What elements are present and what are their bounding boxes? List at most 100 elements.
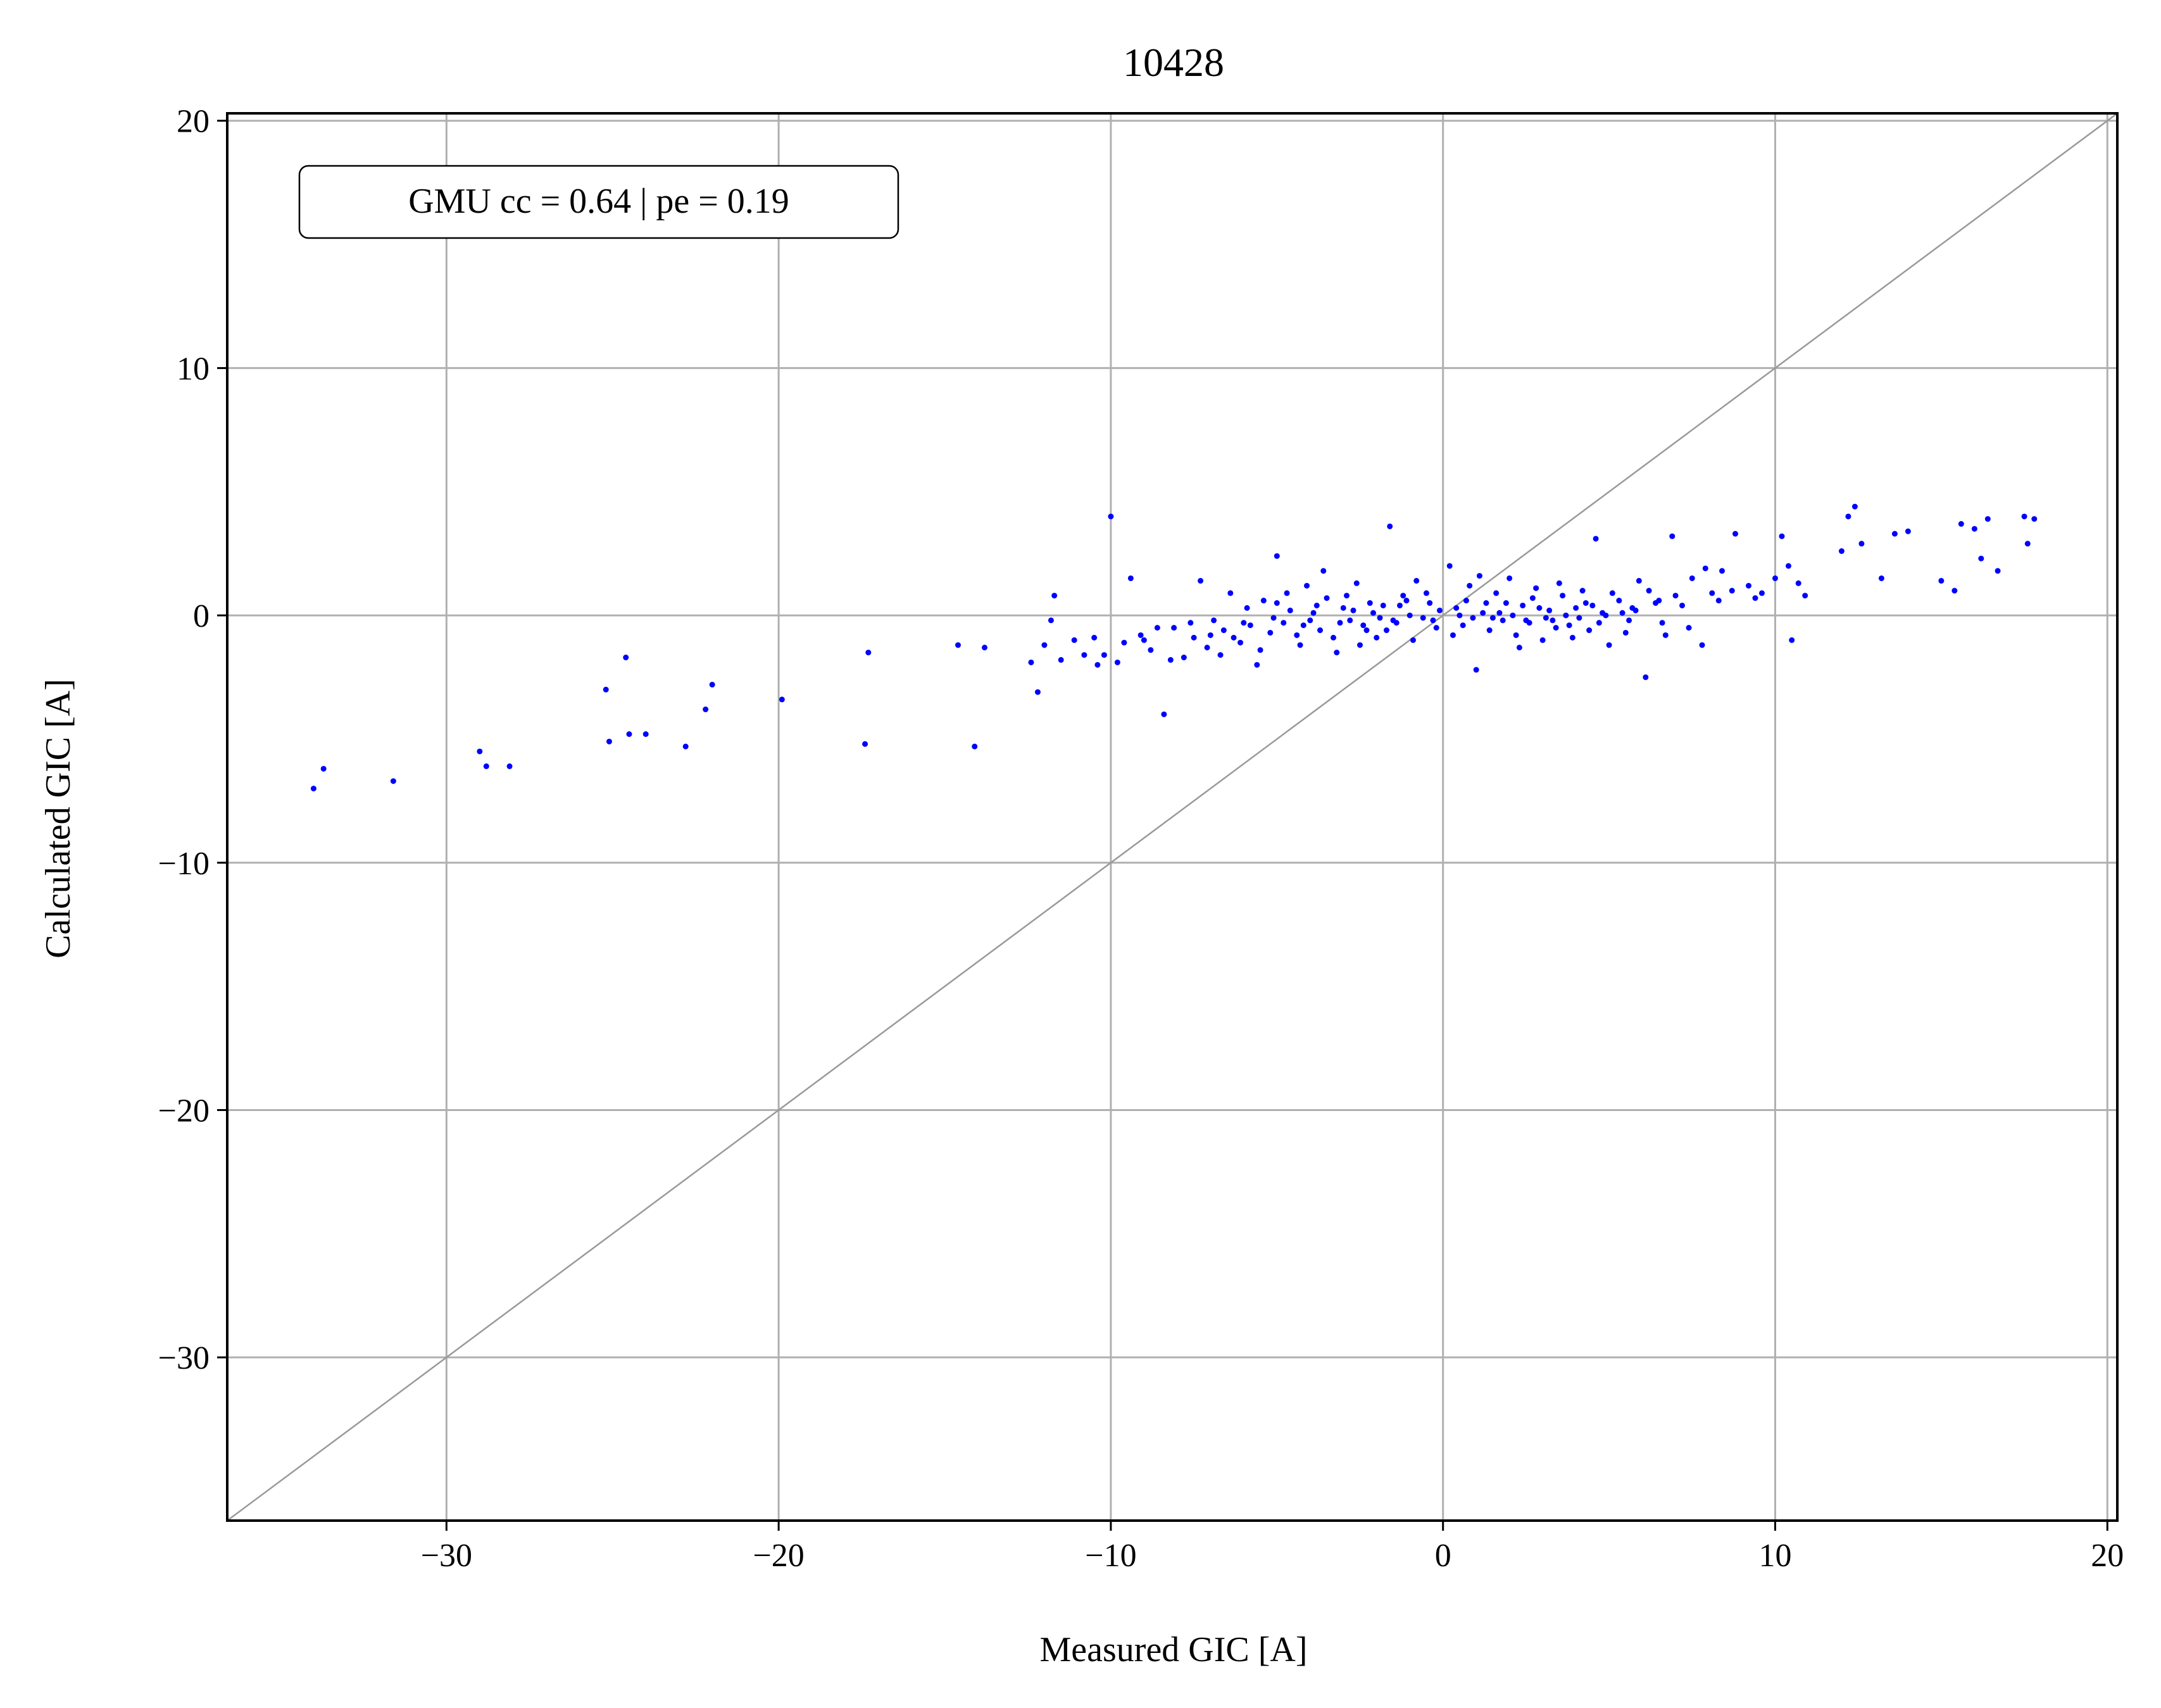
data-point xyxy=(2021,513,2027,520)
data-point xyxy=(1456,612,1463,619)
data-point xyxy=(1374,634,1380,641)
data-point xyxy=(1489,615,1496,621)
data-point xyxy=(1553,625,1559,631)
data-point xyxy=(1423,590,1429,596)
data-point xyxy=(1420,615,1426,621)
data-point xyxy=(1127,575,1134,581)
data-point xyxy=(1951,587,1958,594)
data-point xyxy=(1656,598,1662,604)
data-point xyxy=(1579,587,1586,594)
data-point xyxy=(1958,521,1964,527)
data-point xyxy=(1795,580,1801,586)
data-point xyxy=(1978,555,1984,562)
data-point xyxy=(1563,612,1569,619)
data-point xyxy=(1643,674,1649,681)
data-point xyxy=(1785,563,1791,569)
data-point xyxy=(1390,617,1396,624)
data-point xyxy=(642,731,649,738)
data-point xyxy=(1383,627,1389,634)
data-point xyxy=(1353,580,1360,586)
data-point xyxy=(1367,600,1373,606)
data-point xyxy=(1220,627,1227,634)
data-point xyxy=(1281,620,1287,626)
data-point xyxy=(626,731,632,738)
data-point xyxy=(1211,617,1217,624)
data-point xyxy=(1241,620,1247,626)
data-point xyxy=(1702,565,1708,572)
data-point xyxy=(1745,582,1751,589)
data-point xyxy=(865,650,872,656)
data-point xyxy=(1838,548,1845,555)
data-point xyxy=(1167,656,1174,663)
data-point xyxy=(1217,652,1224,658)
data-point xyxy=(1254,662,1260,668)
data-point xyxy=(1377,615,1383,621)
data-point xyxy=(1334,650,1340,656)
data-point xyxy=(1410,637,1416,643)
data-point xyxy=(1480,610,1486,616)
y-ticks: −30 −20 −10 0 10 20 xyxy=(158,104,227,1376)
y-tick-label: −20 xyxy=(158,1093,210,1129)
y-axis-label: Calculated GIC [A] xyxy=(39,679,78,958)
data-point xyxy=(1715,598,1722,604)
data-point xyxy=(1467,582,1473,589)
data-point xyxy=(1344,593,1350,599)
data-point xyxy=(1510,612,1516,619)
data-point xyxy=(1370,610,1376,616)
data-point xyxy=(1297,642,1303,648)
data-point xyxy=(1347,617,1353,624)
data-point xyxy=(1108,513,1114,520)
data-point xyxy=(1556,580,1562,586)
data-point xyxy=(1516,644,1522,651)
data-point xyxy=(1845,513,1851,520)
data-point xyxy=(606,738,612,744)
x-axis-label: Measured GIC [A] xyxy=(1040,1630,1308,1669)
data-point xyxy=(1453,605,1460,611)
data-point xyxy=(1274,600,1280,606)
data-point xyxy=(1659,620,1665,626)
data-point xyxy=(1483,600,1489,606)
data-point xyxy=(1191,634,1197,641)
data-point xyxy=(1340,605,1346,611)
data-point xyxy=(310,786,316,792)
data-point xyxy=(1101,652,1107,658)
data-point xyxy=(1231,634,1237,641)
data-point xyxy=(981,644,987,651)
data-point xyxy=(1380,602,1386,608)
data-point xyxy=(1198,577,1204,584)
data-point xyxy=(1493,590,1500,596)
data-point xyxy=(1719,568,1726,574)
data-point xyxy=(1300,622,1306,629)
x-tick-label: −20 xyxy=(753,1538,804,1574)
data-point xyxy=(1629,605,1636,611)
data-point xyxy=(1161,711,1167,717)
annotation-text: GMU cc = 0.64 | pe = 0.19 xyxy=(408,182,789,221)
data-point xyxy=(1154,625,1160,631)
data-point xyxy=(1403,598,1410,604)
data-point xyxy=(1137,632,1144,638)
stats-annotation: GMU cc = 0.64 | pe = 0.19 xyxy=(298,165,899,239)
data-point xyxy=(1476,573,1482,579)
data-point xyxy=(1772,575,1778,581)
data-point xyxy=(1207,632,1213,638)
data-point xyxy=(1609,590,1615,596)
data-point xyxy=(1446,563,1453,569)
data-point xyxy=(1606,642,1612,648)
data-point xyxy=(1041,642,1048,648)
data-point xyxy=(1603,612,1609,619)
y-tick-label: 10 xyxy=(177,351,210,387)
data-point xyxy=(1582,600,1589,606)
data-point xyxy=(1427,600,1433,606)
data-point xyxy=(1520,602,1526,608)
data-point xyxy=(1513,632,1519,638)
data-point xyxy=(1337,620,1343,626)
x-tick-label: −30 xyxy=(421,1538,472,1574)
data-point xyxy=(1626,617,1632,624)
data-point xyxy=(1732,531,1739,537)
data-point xyxy=(1171,625,1177,631)
data-point xyxy=(1247,622,1253,629)
data-point xyxy=(483,763,489,769)
data-point xyxy=(1586,627,1593,634)
